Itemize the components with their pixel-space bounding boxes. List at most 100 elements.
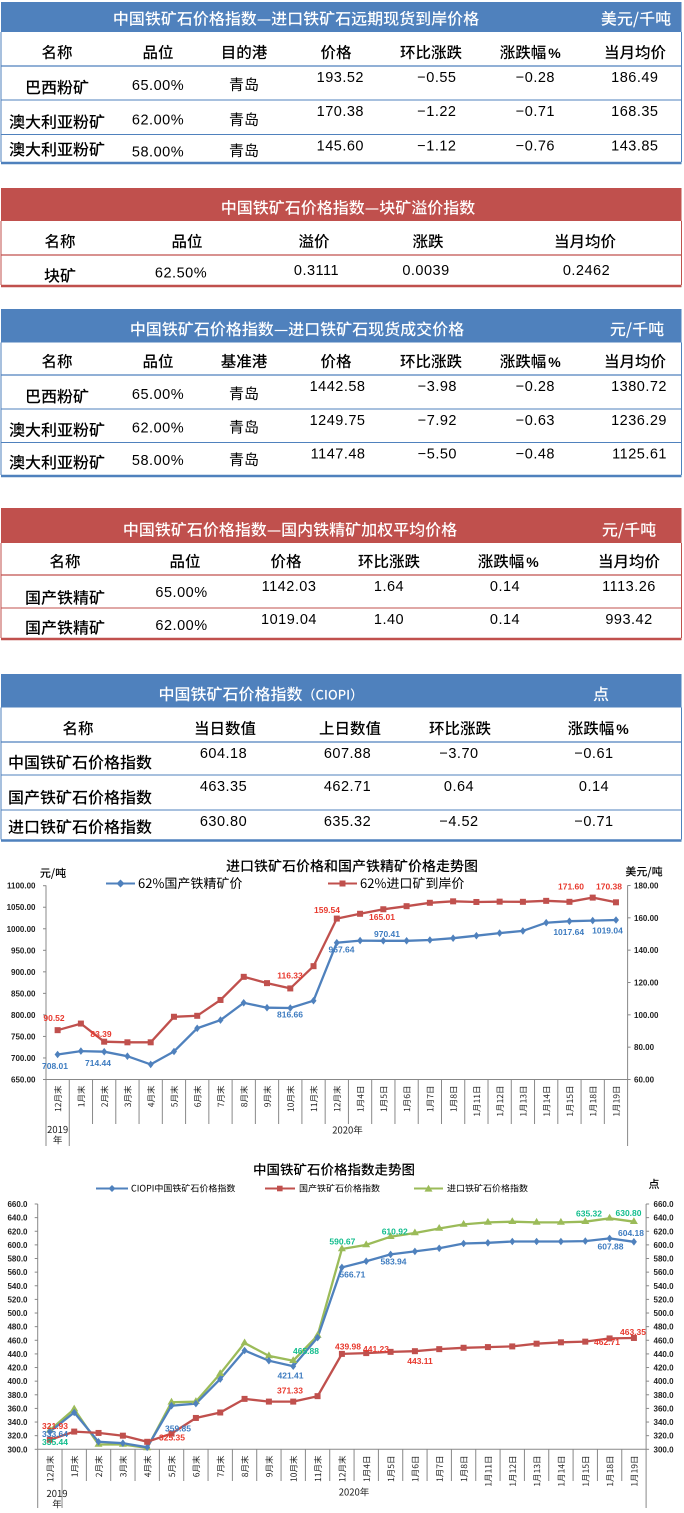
- svg-text:80.00: 80.00: [634, 1043, 655, 1052]
- svg-text:520.0: 520.0: [654, 1295, 675, 1304]
- svg-text:520.0: 520.0: [7, 1295, 28, 1304]
- svg-text:480.0: 480.0: [654, 1323, 675, 1332]
- svg-text:1380.72: 1380.72: [611, 379, 667, 395]
- svg-text:400.0: 400.0: [654, 1377, 675, 1386]
- svg-text:100.00: 100.00: [634, 1011, 659, 1020]
- svg-text:1019.04: 1019.04: [592, 926, 623, 936]
- svg-text:62.00%: 62.00%: [155, 618, 207, 634]
- svg-text:0.14: 0.14: [579, 779, 609, 795]
- svg-text:1442.58: 1442.58: [310, 379, 366, 395]
- svg-text:460.0: 460.0: [654, 1336, 675, 1345]
- svg-text:160.00: 160.00: [634, 914, 659, 923]
- svg-text:607.88: 607.88: [324, 746, 371, 762]
- svg-text:168.35: 168.35: [611, 104, 658, 120]
- svg-text:%: %: [526, 554, 539, 570]
- svg-text:640.0: 640.0: [7, 1214, 28, 1223]
- svg-text:420.0: 420.0: [654, 1364, 675, 1373]
- svg-text:170.38: 170.38: [317, 104, 364, 120]
- svg-text:950.00: 950.00: [11, 946, 36, 955]
- svg-text:%: %: [548, 354, 561, 370]
- svg-text:400.0: 400.0: [7, 1377, 28, 1386]
- svg-text:−1.22: −1.22: [417, 104, 456, 120]
- svg-text:0.14: 0.14: [490, 612, 520, 628]
- svg-text:421.41: 421.41: [278, 1371, 304, 1381]
- svg-text:580.0: 580.0: [654, 1255, 675, 1264]
- svg-text:90.52: 90.52: [43, 1013, 65, 1023]
- svg-text:993.42: 993.42: [605, 612, 652, 628]
- svg-text:0.0039: 0.0039: [402, 263, 449, 279]
- svg-text:58.00%: 58.00%: [132, 453, 184, 469]
- svg-text:321.93: 321.93: [42, 1421, 68, 1431]
- svg-text:610.92: 610.92: [382, 1227, 408, 1237]
- svg-text:800.00: 800.00: [11, 1011, 36, 1020]
- svg-text:560.0: 560.0: [654, 1268, 675, 1277]
- svg-text:439.98: 439.98: [335, 1342, 361, 1352]
- svg-text:600.0: 600.0: [654, 1241, 675, 1250]
- svg-text:−1.12: −1.12: [417, 139, 456, 155]
- svg-text:1249.75: 1249.75: [310, 413, 366, 429]
- svg-text:120.00: 120.00: [634, 978, 659, 987]
- svg-text:62.00%: 62.00%: [132, 420, 184, 436]
- svg-text:660.0: 660.0: [654, 1200, 675, 1209]
- svg-text:816.66: 816.66: [277, 1010, 303, 1020]
- svg-text:−7.92: −7.92: [418, 413, 457, 429]
- svg-text:850.00: 850.00: [11, 989, 36, 998]
- svg-text:65.00%: 65.00%: [155, 585, 207, 601]
- svg-text:440.0: 440.0: [654, 1350, 675, 1359]
- svg-text:620.0: 620.0: [654, 1227, 675, 1236]
- svg-text:−5.50: −5.50: [418, 447, 457, 463]
- svg-text:65.00%: 65.00%: [132, 387, 184, 403]
- svg-text:116.33: 116.33: [277, 971, 303, 981]
- svg-text:460.0: 460.0: [7, 1336, 28, 1345]
- svg-text:340.0: 340.0: [7, 1418, 28, 1427]
- svg-text:380.0: 380.0: [7, 1391, 28, 1400]
- svg-text:750.00: 750.00: [11, 1032, 36, 1041]
- svg-text:−0.63: −0.63: [516, 413, 555, 429]
- svg-text:1.64: 1.64: [374, 579, 404, 595]
- svg-text:335.44: 335.44: [42, 1437, 68, 1447]
- svg-text:300.0: 300.0: [654, 1445, 675, 1454]
- svg-text:1125.61: 1125.61: [612, 447, 667, 463]
- svg-text:140.00: 140.00: [634, 946, 659, 955]
- svg-text:62.00%: 62.00%: [132, 113, 184, 129]
- svg-text:360.0: 360.0: [654, 1404, 675, 1413]
- svg-text:620.0: 620.0: [7, 1227, 28, 1236]
- svg-text:1000.00: 1000.00: [7, 925, 36, 934]
- svg-text:0.64: 0.64: [444, 779, 474, 795]
- svg-text:359.85: 359.85: [165, 1424, 191, 1434]
- svg-text:170.38: 170.38: [596, 882, 622, 892]
- svg-text:−4.52: −4.52: [439, 814, 478, 830]
- svg-text:580.0: 580.0: [7, 1255, 28, 1264]
- svg-text:604.18: 604.18: [200, 746, 247, 762]
- svg-text:193.52: 193.52: [317, 70, 364, 86]
- svg-text:159.54: 159.54: [314, 905, 340, 915]
- svg-text:607.88: 607.88: [598, 1242, 624, 1252]
- svg-text:83.39: 83.39: [90, 1029, 112, 1039]
- svg-text:635.32: 635.32: [324, 814, 371, 830]
- svg-text:143.85: 143.85: [611, 139, 658, 155]
- svg-text:440.0: 440.0: [7, 1350, 28, 1359]
- svg-text:%: %: [548, 45, 561, 61]
- svg-text:0.14: 0.14: [490, 579, 520, 595]
- svg-text:−0.61: −0.61: [574, 746, 613, 762]
- svg-text:1236.29: 1236.29: [611, 413, 667, 429]
- svg-text:465.88: 465.88: [293, 1346, 319, 1356]
- svg-text:58.00%: 58.00%: [132, 145, 184, 161]
- svg-text:−0.28: −0.28: [516, 379, 555, 395]
- svg-text:360.0: 360.0: [7, 1404, 28, 1413]
- svg-text:1050.00: 1050.00: [7, 903, 36, 912]
- svg-text:0.2462: 0.2462: [563, 263, 610, 279]
- svg-text:700.00: 700.00: [11, 1054, 36, 1063]
- svg-text:500.0: 500.0: [654, 1309, 675, 1318]
- svg-text:−0.28: −0.28: [516, 70, 555, 86]
- svg-text:604.18: 604.18: [618, 1228, 644, 1238]
- svg-text:635.32: 635.32: [576, 1209, 602, 1219]
- svg-text:441.23: 441.23: [363, 1344, 389, 1354]
- svg-text:62.50%: 62.50%: [155, 266, 207, 282]
- svg-text:325.35: 325.35: [159, 1433, 185, 1443]
- svg-text:462.71: 462.71: [324, 779, 371, 795]
- svg-text:640.0: 640.0: [654, 1214, 675, 1223]
- svg-text:380.0: 380.0: [654, 1391, 675, 1400]
- svg-text:−0.71: −0.71: [574, 814, 613, 830]
- svg-text:708.01: 708.01: [42, 1061, 68, 1071]
